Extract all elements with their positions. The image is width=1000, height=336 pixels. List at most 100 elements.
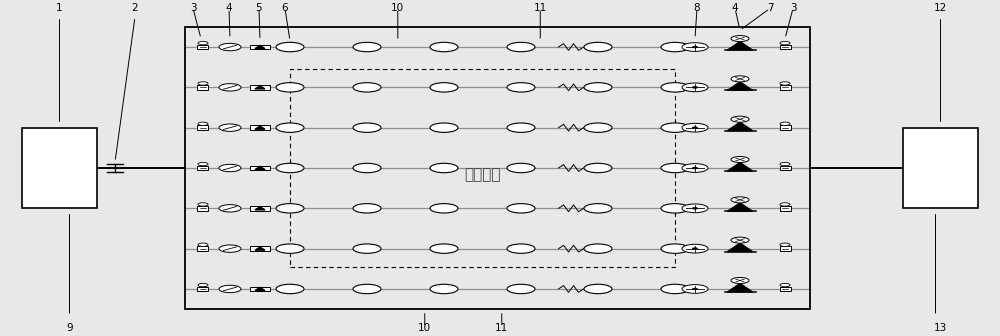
Circle shape xyxy=(661,204,689,213)
Bar xyxy=(903,128,978,208)
Circle shape xyxy=(276,123,304,132)
Circle shape xyxy=(198,41,208,45)
Circle shape xyxy=(584,42,612,52)
Circle shape xyxy=(780,243,790,246)
Text: 8: 8 xyxy=(694,3,700,13)
Text: 2: 2 xyxy=(132,3,138,13)
Circle shape xyxy=(353,42,381,52)
Circle shape xyxy=(507,163,535,173)
Bar xyxy=(780,206,791,211)
Circle shape xyxy=(219,84,241,91)
Circle shape xyxy=(661,284,689,294)
Bar xyxy=(780,166,791,170)
Circle shape xyxy=(198,243,208,246)
Circle shape xyxy=(682,204,708,213)
Circle shape xyxy=(731,36,749,42)
Polygon shape xyxy=(728,284,753,292)
Circle shape xyxy=(507,123,535,132)
Text: 10: 10 xyxy=(391,3,404,13)
Text: 9: 9 xyxy=(66,323,73,333)
Polygon shape xyxy=(728,203,753,211)
Polygon shape xyxy=(728,122,753,131)
Circle shape xyxy=(661,83,689,92)
Bar xyxy=(197,125,208,130)
Circle shape xyxy=(219,43,241,51)
Circle shape xyxy=(780,82,790,85)
Polygon shape xyxy=(728,163,753,171)
Circle shape xyxy=(430,163,458,173)
Circle shape xyxy=(731,116,749,122)
Text: 11: 11 xyxy=(495,323,508,333)
Bar xyxy=(290,69,675,267)
Text: 10: 10 xyxy=(418,323,431,333)
Circle shape xyxy=(692,167,698,169)
Circle shape xyxy=(430,284,458,294)
Circle shape xyxy=(507,284,535,294)
Circle shape xyxy=(682,123,708,132)
Circle shape xyxy=(507,83,535,92)
Bar xyxy=(250,247,270,251)
Circle shape xyxy=(276,204,304,213)
Circle shape xyxy=(584,163,612,173)
Circle shape xyxy=(692,127,698,129)
Text: 7: 7 xyxy=(767,3,773,13)
Circle shape xyxy=(353,163,381,173)
Circle shape xyxy=(430,123,458,132)
Bar xyxy=(780,287,791,291)
Circle shape xyxy=(507,204,535,213)
Circle shape xyxy=(692,288,698,290)
Bar xyxy=(250,45,270,49)
Bar xyxy=(250,85,270,89)
Circle shape xyxy=(584,244,612,253)
Text: 5: 5 xyxy=(256,3,262,13)
Circle shape xyxy=(731,76,749,82)
Circle shape xyxy=(219,164,241,172)
Circle shape xyxy=(219,205,241,212)
Circle shape xyxy=(430,244,458,253)
Polygon shape xyxy=(255,166,265,170)
Circle shape xyxy=(661,42,689,52)
Bar xyxy=(780,246,791,251)
Circle shape xyxy=(507,42,535,52)
Circle shape xyxy=(353,204,381,213)
Circle shape xyxy=(219,124,241,131)
Circle shape xyxy=(780,122,790,125)
Bar xyxy=(185,27,810,309)
Bar xyxy=(780,125,791,130)
Text: 3: 3 xyxy=(790,3,796,13)
Bar xyxy=(780,85,791,90)
Polygon shape xyxy=(255,287,265,291)
Circle shape xyxy=(276,42,304,52)
Circle shape xyxy=(219,245,241,252)
Circle shape xyxy=(276,163,304,173)
Polygon shape xyxy=(255,45,265,49)
Circle shape xyxy=(430,204,458,213)
Polygon shape xyxy=(255,247,265,250)
Circle shape xyxy=(692,248,698,250)
Circle shape xyxy=(682,164,708,172)
Circle shape xyxy=(682,285,708,293)
Text: 污染范围: 污染范围 xyxy=(464,167,501,182)
Bar xyxy=(197,287,208,291)
Bar xyxy=(250,287,270,291)
Circle shape xyxy=(682,83,708,92)
Text: 12: 12 xyxy=(934,3,947,13)
Circle shape xyxy=(661,163,689,173)
Circle shape xyxy=(353,123,381,132)
Text: 11: 11 xyxy=(534,3,547,13)
Circle shape xyxy=(731,278,749,284)
Circle shape xyxy=(276,83,304,92)
Circle shape xyxy=(353,83,381,92)
Circle shape xyxy=(353,244,381,253)
Circle shape xyxy=(682,43,708,51)
Circle shape xyxy=(430,83,458,92)
Bar xyxy=(22,128,97,208)
Bar xyxy=(197,45,208,49)
Text: 4: 4 xyxy=(732,3,738,13)
Circle shape xyxy=(780,203,790,206)
Circle shape xyxy=(507,244,535,253)
Text: 6: 6 xyxy=(282,3,288,13)
Polygon shape xyxy=(255,126,265,129)
Circle shape xyxy=(198,82,208,85)
Text: 4: 4 xyxy=(226,3,232,13)
